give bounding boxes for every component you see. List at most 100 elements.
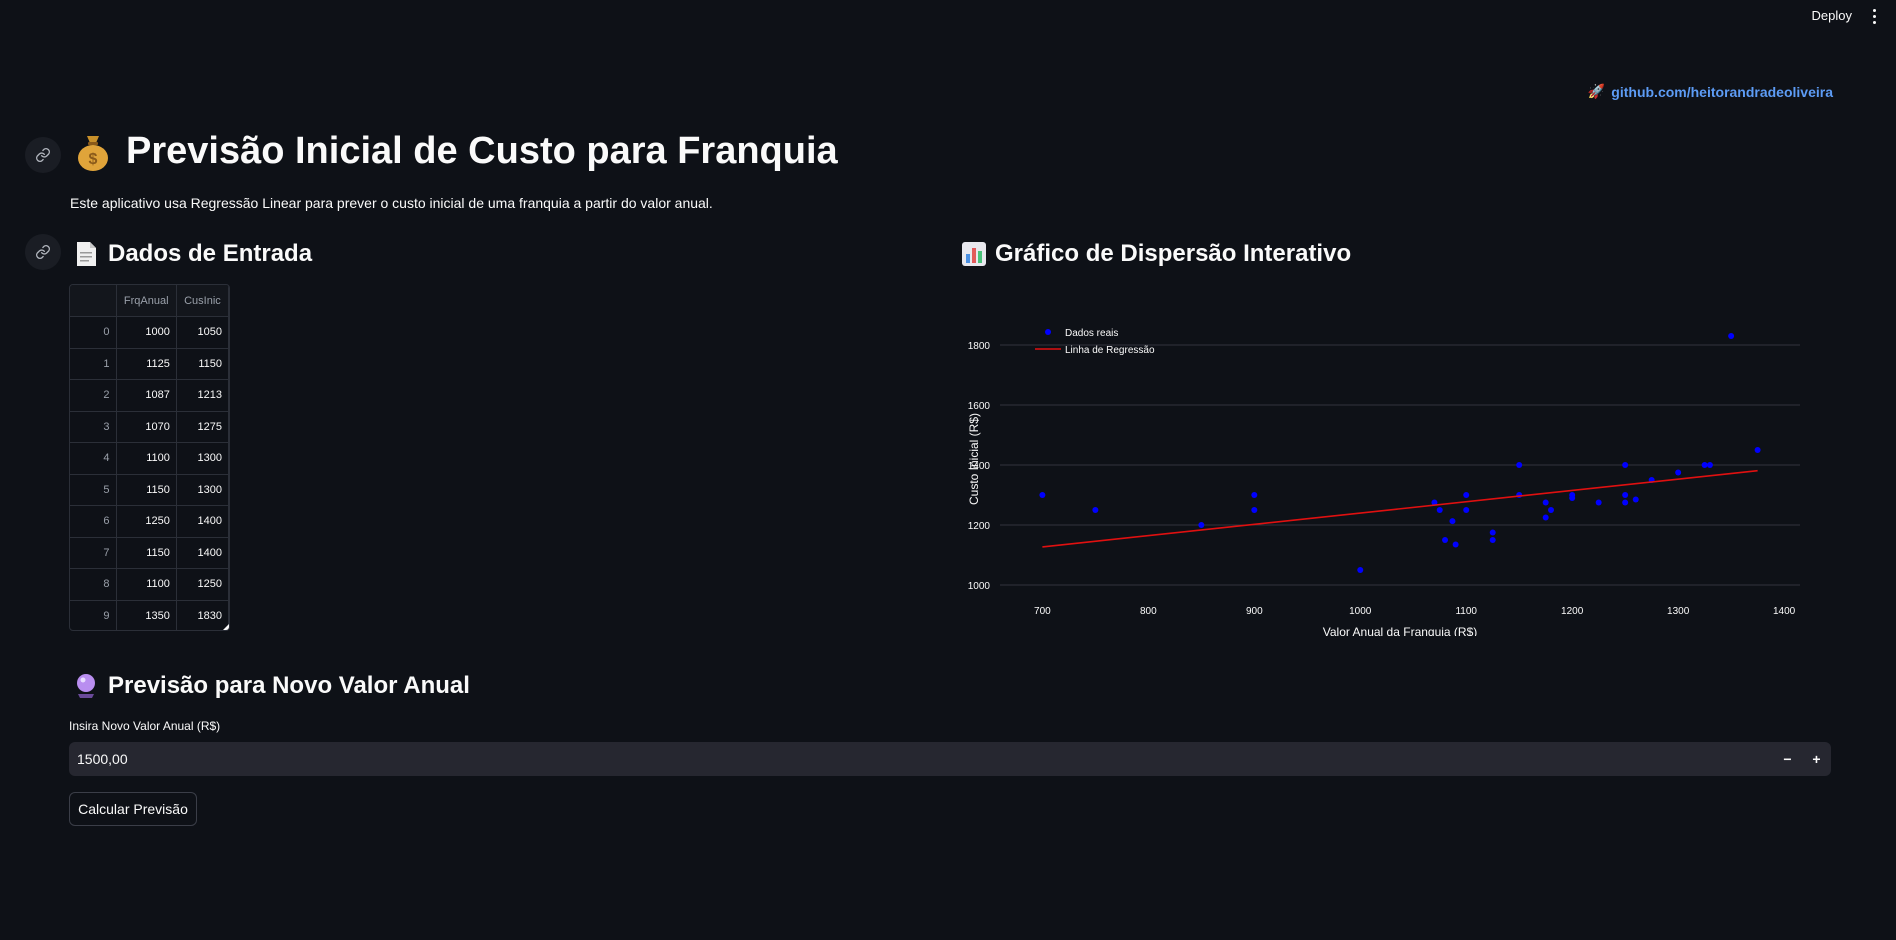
- table-cell[interactable]: 1400: [176, 505, 229, 538]
- table-cell-index: 3: [70, 411, 117, 443]
- data-point[interactable]: [1436, 507, 1443, 513]
- data-point[interactable]: [1675, 469, 1682, 476]
- legend-label[interactable]: Linha de Regressão: [1065, 345, 1155, 356]
- bar-chart-icon: [961, 241, 986, 267]
- y-tick-label: 1600: [968, 401, 991, 412]
- x-tick-label: 800: [1140, 606, 1157, 617]
- data-point[interactable]: [1632, 496, 1639, 503]
- table-header-cusinic[interactable]: CusInic: [176, 285, 229, 317]
- table-cell[interactable]: 1300: [176, 474, 229, 506]
- calculate-prediction-button[interactable]: Calcular Previsão: [69, 792, 197, 826]
- table-row: 9 1350 1830: [70, 600, 229, 630]
- data-point[interactable]: [1431, 499, 1438, 506]
- data-point[interactable]: [1701, 462, 1708, 468]
- table-header-index: [70, 285, 117, 317]
- table-cell[interactable]: 1150: [116, 537, 177, 569]
- table-cell[interactable]: 1125: [116, 348, 177, 380]
- data-point[interactable]: [1039, 492, 1046, 498]
- prediction-heading: Previsão para Novo Valor Anual: [74, 672, 470, 700]
- input-data-table[interactable]: FrqAnual CusInic 0 1000 1050 1 1125 1150 2 1087…: [69, 284, 230, 631]
- data-point[interactable]: [1547, 507, 1554, 513]
- table-cell[interactable]: 1087: [116, 379, 177, 412]
- y-tick-label: 1000: [968, 581, 991, 592]
- table-cell[interactable]: 1300: [176, 442, 229, 475]
- data-point[interactable]: [1542, 514, 1549, 521]
- scatter-chart[interactable]: 1000 1200 1400 1600 1800 700 800 900 1000 1100 120…: [960, 312, 1805, 636]
- table-cell[interactable]: 1275: [176, 411, 229, 443]
- increment-button[interactable]: +: [1812, 751, 1821, 767]
- data-point[interactable]: [1452, 541, 1459, 548]
- input-data-heading-text: Dados de Entrada: [108, 240, 313, 267]
- x-tick-label: 700: [1034, 606, 1051, 617]
- table-cell[interactable]: 1400: [176, 537, 229, 569]
- table-cell[interactable]: 1050: [176, 316, 229, 349]
- table-row: 4 1100 1300: [70, 442, 229, 475]
- data-point[interactable]: [1542, 499, 1549, 506]
- table-cell-index: 7: [70, 537, 117, 569]
- page-title: $ Previsão Inicial de Custo para Franqui…: [74, 130, 838, 173]
- table-cell[interactable]: 1250: [116, 505, 177, 538]
- data-point[interactable]: [1489, 537, 1496, 543]
- data-point[interactable]: [1516, 462, 1523, 468]
- page-title-text: Previsão Inicial de Custo para Franquia: [126, 130, 838, 172]
- deploy-button[interactable]: Deploy: [1811, 8, 1852, 23]
- table-cell[interactable]: 1000: [116, 316, 177, 349]
- table-cell[interactable]: 1213: [176, 379, 229, 412]
- input-data-heading: Dados de Entrada: [74, 240, 312, 268]
- data-point[interactable]: [1569, 495, 1576, 501]
- data-point[interactable]: [1489, 529, 1496, 536]
- x-tick-label: 900: [1246, 606, 1263, 617]
- more-vertical-icon[interactable]: [1866, 6, 1882, 26]
- data-point[interactable]: [1251, 507, 1258, 513]
- money-bag-icon: $: [74, 132, 112, 172]
- data-point[interactable]: [1442, 537, 1449, 543]
- top-bar: Deploy: [0, 0, 1896, 34]
- legend-label[interactable]: Dados reais: [1065, 328, 1118, 339]
- data-point[interactable]: [1622, 499, 1629, 506]
- table-resize-handle[interactable]: [223, 624, 229, 630]
- data-point[interactable]: [1622, 492, 1629, 498]
- decrement-button[interactable]: −: [1783, 751, 1792, 767]
- table-row: 1 1125 1150: [70, 348, 229, 380]
- crystal-ball-icon: [74, 673, 98, 699]
- chart-heading: Gráfico de Dispersão Interativo: [961, 240, 1351, 268]
- x-tick-label: 1000: [1349, 606, 1372, 617]
- regression-line[interactable]: [1042, 469, 1758, 548]
- prediction-heading-text: Previsão para Novo Valor Anual: [108, 672, 470, 699]
- table-cell[interactable]: 1100: [116, 442, 177, 475]
- data-point[interactable]: [1754, 447, 1761, 453]
- data-point[interactable]: [1622, 462, 1629, 468]
- table-cell[interactable]: 1070: [116, 411, 177, 443]
- table-row: 3 1070 1275: [70, 411, 229, 443]
- data-point[interactable]: [1449, 518, 1456, 525]
- table-cell[interactable]: 1100: [116, 568, 177, 601]
- data-point[interactable]: [1198, 522, 1205, 528]
- table-row: 8 1100 1250: [70, 568, 229, 601]
- table-header-row: FrqAnual CusInic: [70, 285, 229, 317]
- table-header-frqanual[interactable]: FrqAnual: [116, 285, 177, 317]
- data-point[interactable]: [1357, 567, 1364, 573]
- link-anchor-icon[interactable]: [25, 137, 61, 173]
- new-value-input[interactable]: [69, 742, 1773, 776]
- table-cell-index: 1: [70, 348, 117, 380]
- table-cell[interactable]: 1250: [176, 568, 229, 601]
- github-link[interactable]: 🚀 github.com/heitorandradeoliveira: [1588, 83, 1833, 100]
- page-subtitle: Este aplicativo usa Regressão Linear par…: [70, 195, 713, 211]
- data-point[interactable]: [1092, 507, 1099, 513]
- data-point[interactable]: [1706, 462, 1713, 468]
- data-point[interactable]: [1595, 499, 1602, 506]
- table-cell[interactable]: 1150: [176, 348, 229, 380]
- table-cell-index: 9: [70, 600, 117, 630]
- table-cell[interactable]: 1150: [116, 474, 177, 506]
- link-anchor-icon[interactable]: [25, 234, 61, 270]
- data-point[interactable]: [1728, 333, 1735, 339]
- github-link-label: github.com/heitorandradeoliveira: [1611, 83, 1833, 100]
- table-cell[interactable]: 1350: [116, 600, 177, 630]
- data-point[interactable]: [1463, 507, 1470, 513]
- table-cell[interactable]: 1830: [176, 600, 229, 630]
- data-point[interactable]: [1463, 492, 1470, 498]
- y-axis-label: Custo Inicial (R$): [967, 413, 981, 505]
- data-point[interactable]: [1251, 492, 1258, 498]
- chart-heading-text: Gráfico de Dispersão Interativo: [995, 240, 1352, 267]
- rocket-icon: 🚀: [1587, 83, 1606, 99]
